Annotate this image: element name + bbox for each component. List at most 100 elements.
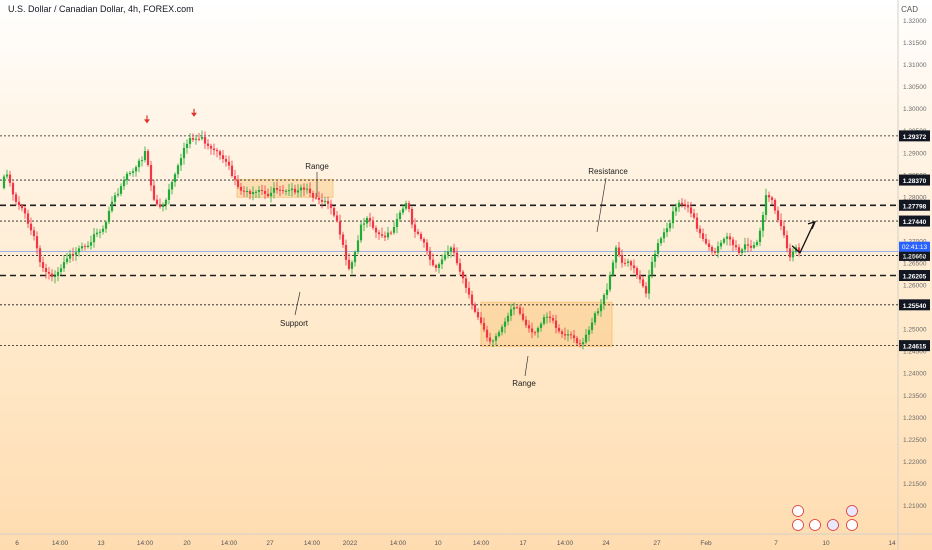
candle-up	[128, 172, 132, 174]
time-tick-label: 24	[602, 540, 610, 547]
candle-down	[560, 331, 564, 335]
candle-up	[161, 204, 165, 207]
candle-down	[302, 187, 306, 190]
candle-down	[704, 238, 708, 244]
candle-up	[497, 332, 501, 337]
event-flag-icon[interactable]	[827, 519, 839, 531]
candle-up	[101, 228, 105, 232]
price-tick-label: 1.23500	[903, 393, 927, 400]
candle-down	[47, 271, 51, 274]
candle-down	[311, 192, 315, 198]
candle-up	[182, 147, 186, 159]
forecast-arrowhead	[807, 220, 817, 230]
candle-down	[644, 286, 648, 294]
candle-up	[74, 252, 78, 255]
candle-up	[89, 242, 93, 246]
level-price-label: 1.26205	[903, 274, 927, 281]
candle-down	[767, 195, 771, 198]
candle-up	[119, 186, 123, 194]
price-tick-label: 1.25000	[903, 327, 927, 334]
candle-down	[329, 203, 333, 208]
candle-up	[305, 188, 309, 190]
candle-up	[665, 228, 669, 233]
candle-down	[83, 246, 87, 248]
candle-down	[275, 187, 279, 190]
candle-down	[728, 236, 732, 240]
candle-down	[749, 245, 753, 248]
candle-down	[422, 239, 426, 243]
event-flag-icon[interactable]	[792, 505, 804, 517]
time-tick-label: Feb	[700, 540, 712, 547]
candle-up	[443, 254, 447, 260]
candle-up	[722, 238, 726, 243]
annotation-label: Resistance	[588, 167, 628, 176]
candle-down	[521, 313, 525, 320]
candle-down	[35, 236, 39, 249]
time-tick-label: 10	[822, 540, 830, 547]
candle-down	[380, 234, 384, 236]
candle-up	[584, 334, 588, 343]
candle-down	[515, 307, 519, 309]
candle-up	[743, 244, 747, 250]
candle-down	[191, 138, 195, 140]
event-flag-icon[interactable]	[846, 519, 858, 531]
price-tick-label: 1.23000	[903, 415, 927, 422]
candle-up	[392, 227, 396, 233]
candle-down	[17, 201, 21, 206]
candle-up	[626, 261, 630, 263]
candle-up	[659, 238, 663, 244]
candle-up	[125, 173, 129, 181]
candle-down	[746, 244, 750, 246]
candle-up	[365, 217, 369, 224]
time-tick-label: 14:00	[390, 540, 407, 547]
event-flag-icon[interactable]	[792, 519, 804, 531]
chart-title: U.S. Dollar / Canadian Dollar, 4h, FOREX…	[8, 4, 194, 14]
time-tick-label: 14:00	[221, 540, 238, 547]
candle-up	[62, 262, 66, 269]
candle-down	[344, 244, 348, 260]
level-price-label: 1.27798	[903, 203, 927, 210]
candle-up	[170, 182, 174, 190]
candle-down	[710, 246, 714, 252]
candle-down	[776, 210, 780, 220]
price-tick-label: 1.24500	[903, 349, 927, 356]
candle-up	[356, 240, 360, 252]
candle-up	[5, 174, 9, 177]
candle-up	[650, 261, 654, 275]
candle-up	[80, 246, 84, 249]
candle-down	[530, 328, 534, 333]
candle-up	[599, 304, 603, 312]
candle-down	[239, 186, 243, 191]
candle-down	[260, 190, 264, 192]
current-price-label: 1.26745	[903, 254, 927, 261]
candle-up	[176, 165, 180, 175]
candle-down	[212, 148, 216, 151]
candle-down	[224, 159, 228, 162]
candle-up	[134, 167, 138, 172]
candle-up	[545, 316, 549, 318]
candle-up	[179, 158, 183, 166]
candle-down	[524, 319, 528, 326]
candle-down	[44, 268, 48, 272]
price-tick-label: 1.21500	[903, 481, 927, 488]
candle-up	[404, 203, 408, 209]
time-tick-label: 17	[519, 540, 527, 547]
candle-down	[413, 224, 417, 232]
candle-down	[428, 250, 432, 260]
candle-down	[209, 145, 213, 149]
candle-down	[557, 327, 561, 332]
candle-down	[293, 188, 297, 193]
candle-down	[230, 165, 234, 176]
candle-up	[653, 253, 657, 262]
candle-down	[218, 151, 222, 156]
annotation-label: Range	[512, 379, 536, 388]
candle-down	[479, 317, 483, 323]
level-price-tag	[899, 199, 930, 211]
event-flag-icon[interactable]	[846, 505, 858, 517]
candle-down	[548, 316, 552, 319]
candle-up	[68, 254, 72, 259]
candle-down	[788, 248, 792, 258]
event-flag-icon[interactable]	[809, 519, 821, 531]
time-tick-label: 14:00	[52, 540, 69, 547]
